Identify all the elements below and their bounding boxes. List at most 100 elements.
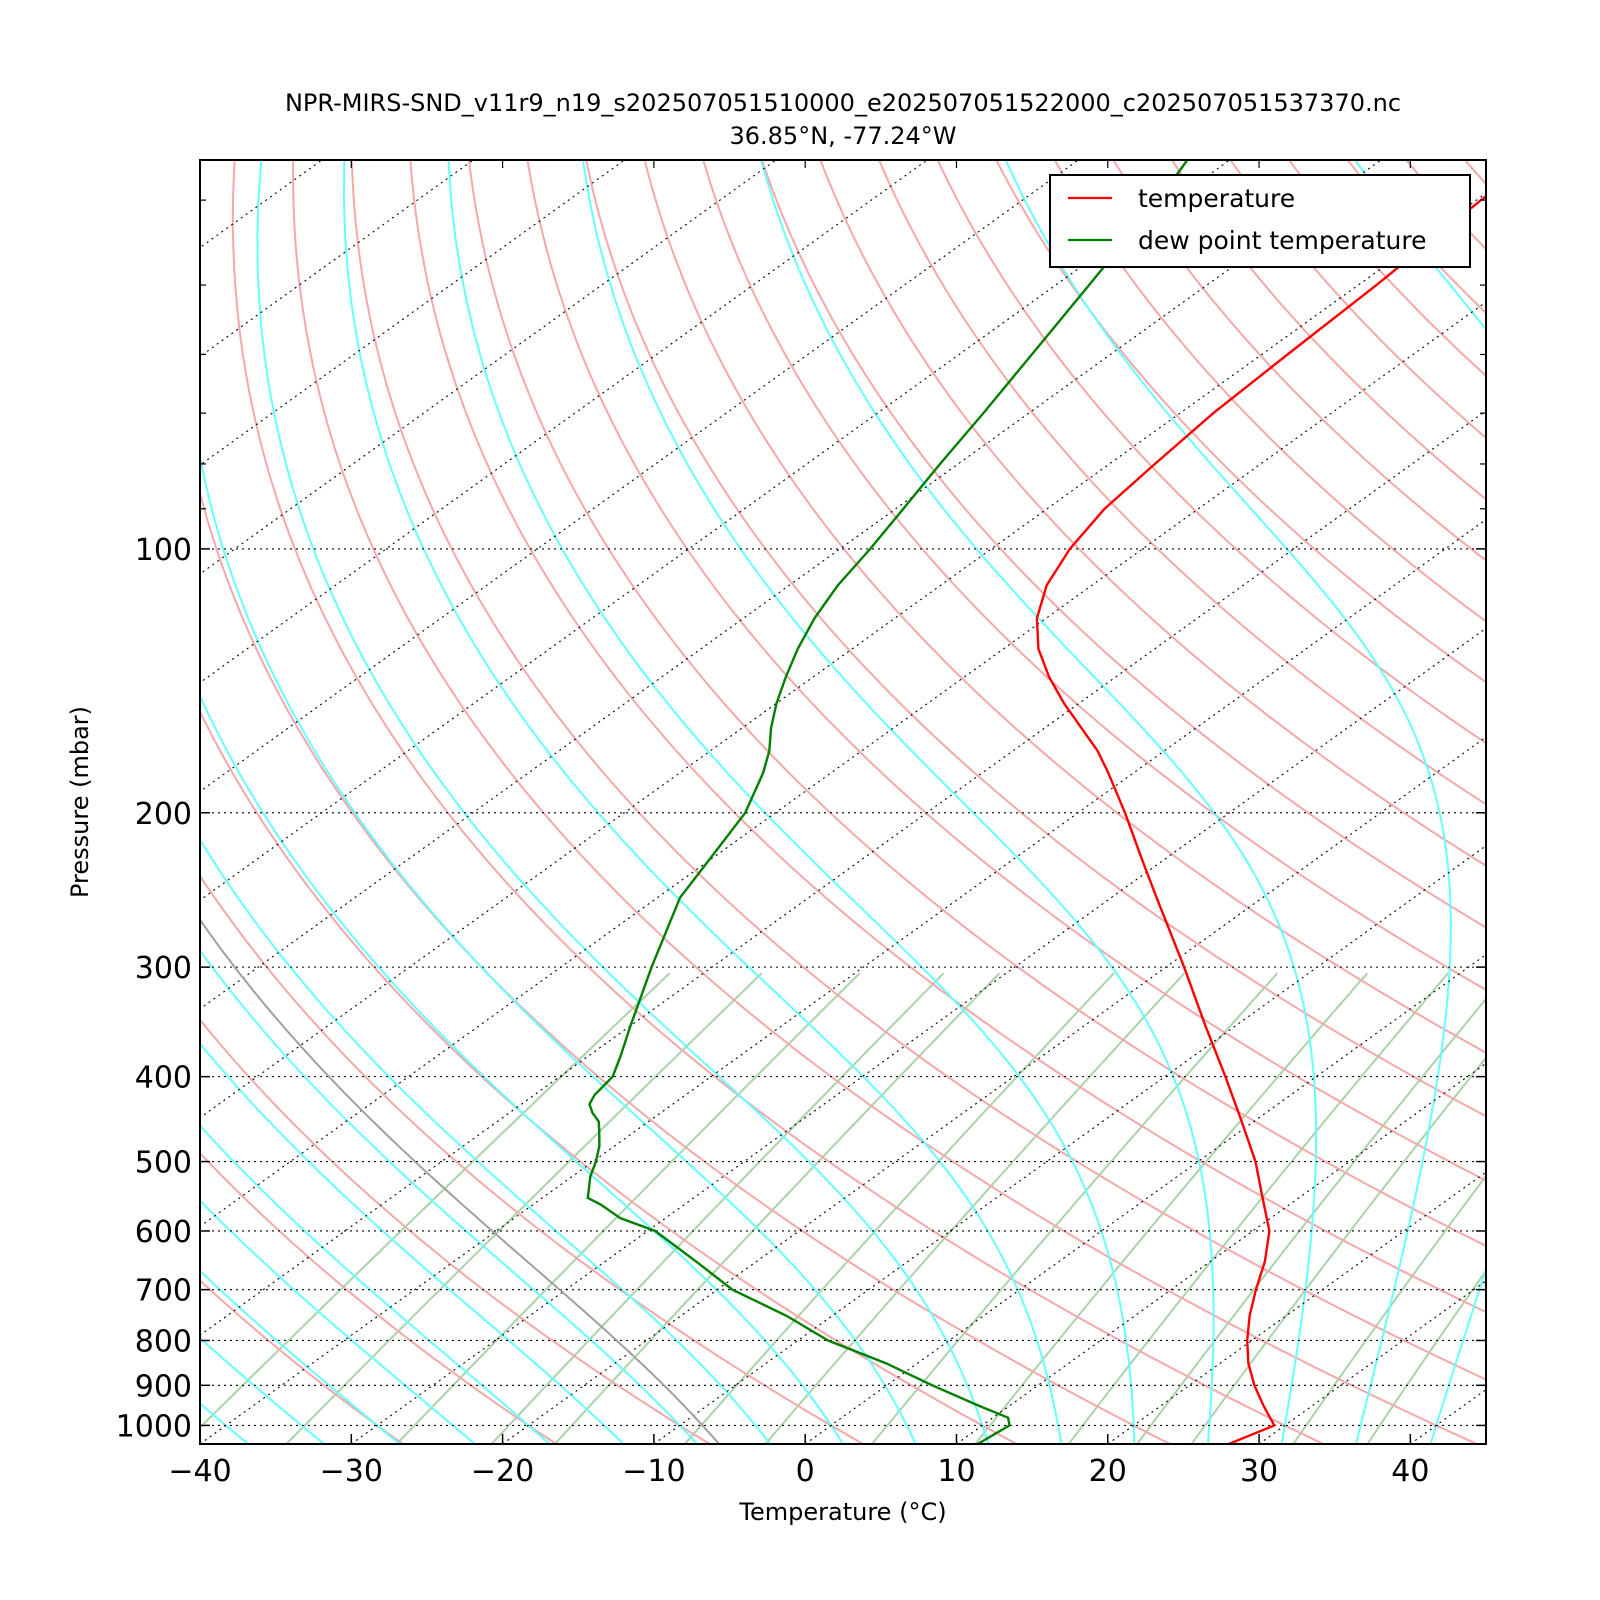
chart-subtitle: 36.85°N, -77.24°W [729, 122, 956, 150]
y-tick-label: 900 [135, 1369, 192, 1404]
dry-adiabat [1405, 160, 1486, 251]
moist-adiabat [200, 837, 772, 1444]
y-tick-label: 600 [135, 1215, 192, 1250]
dry-adiabat [1524, 160, 1600, 1444]
y-tick-label: 400 [135, 1061, 192, 1096]
parcel-path [200, 918, 721, 1444]
x-tick-label: 0 [796, 1454, 815, 1489]
mixing-ratio-line [1292, 1174, 1486, 1444]
moist-adiabat [200, 451, 917, 1444]
isotherm [1107, 1171, 1486, 1444]
moist-adiabat [581, 160, 1215, 1444]
temperature-line [1035, 194, 1486, 1444]
dry-adiabat [1171, 160, 1486, 501]
dry-adiabat [1229, 160, 1486, 440]
moist-adiabat [256, 160, 990, 1444]
moist-adiabat [447, 160, 1136, 1444]
mixing-ratio-line [490, 972, 945, 1444]
moist-adiabat [200, 948, 699, 1444]
moist-adiabat [200, 1124, 551, 1444]
legend-label-dewpoint: dew point temperature [1138, 226, 1427, 255]
y-tick-label: 1000 [116, 1409, 192, 1444]
moist-adiabat [1354, 160, 1486, 1444]
isotherm [502, 736, 1486, 1444]
x-axis-label: Temperature (°C) [738, 1498, 946, 1526]
dry-adiabat [936, 160, 1486, 745]
dry-adiabat [200, 1279, 404, 1444]
dry-adiabat [1053, 160, 1486, 623]
chart-title: NPR-MIRS-SND_v11r9_n19_s202507051510000_… [285, 89, 1401, 117]
dry-adiabat [231, 160, 1324, 1444]
isotherm [956, 1062, 1486, 1444]
isotherm [200, 301, 1486, 1228]
isotherm [1410, 1388, 1486, 1444]
dewpoint-line [586, 160, 1189, 1444]
legend: temperature dew point temperature [1049, 174, 1471, 268]
dry-adiabat [1346, 160, 1486, 315]
moist-adiabat [200, 1269, 402, 1444]
mixing-ratio-line [285, 972, 763, 1444]
plot-frame [199, 159, 1487, 1445]
moist-adiabat [200, 1042, 625, 1444]
dry-adiabats [200, 160, 1600, 1444]
mixing-ratio-line [871, 972, 1279, 1444]
y-tick-label: 300 [135, 951, 192, 986]
moist-adiabats [200, 160, 1486, 1444]
plot-area [200, 160, 1600, 1444]
dry-adiabat [1288, 160, 1486, 378]
mixing-ratio-line [1366, 1269, 1486, 1444]
dry-adiabat [200, 489, 1171, 1444]
x-tick-label: −40 [168, 1454, 231, 1489]
dry-adiabat [292, 160, 1478, 1444]
isotherm [653, 845, 1486, 1444]
x-tick-label: 20 [1089, 1454, 1127, 1489]
dry-adiabat [409, 160, 1486, 1314]
isotherm [350, 627, 1486, 1444]
mixing-ratio-line [684, 972, 1115, 1444]
dry-adiabat [585, 160, 1486, 1118]
isobar-grid [200, 548, 1486, 1426]
isotherm-grid [200, 160, 1486, 1444]
moist-adiabat [200, 693, 845, 1444]
mixing-ratio-line [764, 972, 1186, 1444]
isotherm [200, 160, 1230, 901]
y-tick-label: 100 [135, 533, 192, 568]
data-series [586, 160, 1486, 1444]
parcel-line [200, 918, 721, 1444]
dry-adiabat [468, 160, 1486, 1247]
mixing-ratio-line [200, 972, 671, 1429]
isotherm [200, 160, 1382, 1010]
dry-adiabat [200, 1151, 557, 1444]
mixing-ratio-line [554, 972, 1001, 1444]
dry-adiabat [526, 160, 1486, 1182]
isotherm [200, 518, 1486, 1444]
moist-adiabat [200, 1402, 250, 1444]
dry-adiabat [200, 1018, 711, 1444]
dry-adiabat [702, 160, 1486, 991]
dry-adiabat [878, 160, 1486, 806]
moist-adiabat [200, 1199, 477, 1444]
legend-label-temperature: temperature [1138, 184, 1295, 213]
y-tick-label: 500 [135, 1146, 192, 1181]
x-tick-label: −10 [622, 1454, 685, 1489]
isotherm [804, 953, 1486, 1444]
y-tick-label: 200 [135, 797, 192, 832]
dry-adiabat [760, 160, 1486, 929]
moist-adiabat [1004, 160, 1452, 1444]
dry-adiabat [1112, 160, 1486, 562]
mixing-ratio-line [1067, 972, 1449, 1444]
moist-adiabat [760, 160, 1318, 1444]
dry-adiabat [200, 874, 864, 1444]
x-axis-ticks: −40 −30 −20 −10 0 10 20 30 40 [168, 160, 1429, 1489]
dry-adiabat [995, 160, 1486, 684]
dry-adiabat [350, 160, 1486, 1381]
y-tick-label: 700 [135, 1274, 192, 1309]
isotherm [200, 192, 1486, 1119]
moist-adiabat [200, 1336, 326, 1444]
mixing-ratio-line [1136, 997, 1486, 1444]
moist-adiabat [342, 160, 1063, 1444]
x-tick-label: −30 [320, 1454, 383, 1489]
dry-adiabat [643, 160, 1486, 1054]
y-axis-label: Pressure (mbar) [66, 706, 94, 898]
